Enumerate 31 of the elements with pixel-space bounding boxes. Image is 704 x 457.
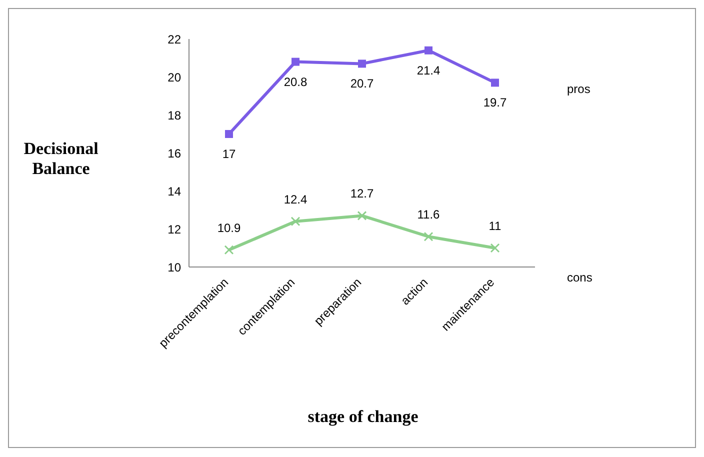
y-tick-label: 20 <box>168 70 182 84</box>
point <box>357 210 367 220</box>
y-tick-label: 10 <box>168 260 182 274</box>
point <box>490 243 500 253</box>
data-label: 12.4 <box>284 192 308 206</box>
point <box>491 78 499 87</box>
y-tick-label: 22 <box>168 32 182 46</box>
data-label: 11 <box>488 219 502 233</box>
point <box>292 58 300 66</box>
data-label: 10.9 <box>217 220 241 235</box>
y-tick-label: 14 <box>168 184 182 198</box>
text: cons <box>567 270 592 284</box>
text: pros <box>567 82 590 96</box>
data-label: 20.7 <box>350 76 374 91</box>
data-label: 21.4 <box>416 63 440 78</box>
y-tick-label: 16 <box>168 146 182 160</box>
point <box>224 245 234 255</box>
y-tick-label: 18 <box>168 108 182 122</box>
data-label: 17 <box>222 147 236 161</box>
y-axis-title: Decisional Balance <box>22 139 100 179</box>
data-label: 12.7 <box>350 186 374 201</box>
x-axis-title: stage of change <box>306 407 420 427</box>
data-label: 11.6 <box>417 208 440 222</box>
point <box>424 46 432 54</box>
data-label: 19.7 <box>483 96 507 110</box>
point <box>358 60 366 68</box>
data-label: 20.8 <box>284 74 308 89</box>
y-tick-label: 12 <box>168 222 182 236</box>
point <box>225 130 233 138</box>
point <box>424 232 434 242</box>
point <box>290 216 300 226</box>
